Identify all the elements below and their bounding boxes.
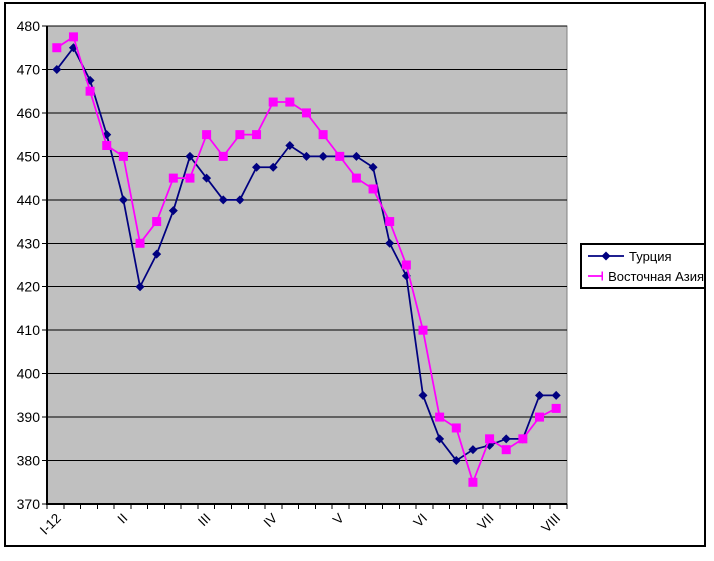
x-axis-ticks: [46, 504, 568, 509]
series-turkey: [52, 43, 561, 466]
series-marker-square: [318, 130, 328, 140]
series-marker-diamond: [601, 251, 611, 261]
y-axis-label-450: 450: [17, 148, 41, 164]
x-axis-label-I-12: I-12: [37, 511, 64, 538]
y-axis-label-370: 370: [17, 496, 41, 512]
legend-label-turkey: Турция: [629, 248, 672, 264]
legend-item-turkey: Турция: [588, 248, 704, 265]
series-swatch-diamond-icon: [588, 251, 624, 261]
y-axis-labels: 370 380 390 400 410 420 430 440 450 460 470 480: [17, 18, 41, 512]
series-marker-square: [468, 477, 478, 487]
series-marker-square: [102, 141, 112, 150]
series-marker-square: [68, 32, 78, 42]
series-marker-square: [285, 97, 295, 107]
series-marker-square: [52, 43, 62, 53]
series-marker-diamond: [318, 151, 328, 161]
y-axis-label-390: 390: [17, 409, 41, 425]
series-marker-diamond: [202, 173, 212, 183]
series-marker-square: [135, 238, 145, 248]
series-marker-square: [335, 151, 345, 161]
y-axis-label-410: 410: [17, 322, 41, 338]
x-axis-label-III: III: [195, 511, 214, 530]
series-marker-square: [85, 86, 95, 96]
series-marker-diamond: [52, 64, 62, 74]
series-marker-diamond: [301, 151, 311, 161]
series-marker-diamond: [418, 390, 428, 400]
y-axis-label-380: 380: [17, 453, 41, 469]
y-axis-label-440: 440: [17, 192, 41, 208]
x-axis-label-VII: VII: [474, 511, 496, 533]
series-marker-diamond: [235, 195, 245, 205]
x-axis-label-VI: VI: [410, 511, 430, 531]
series-marker-square: [152, 217, 162, 227]
series-marker-square: [385, 217, 395, 227]
series-marker-square: [202, 130, 212, 140]
series-marker-square: [268, 97, 278, 107]
series-marker-diamond: [535, 390, 545, 400]
series-marker-square: [368, 184, 378, 194]
series-marker-square: [551, 403, 561, 413]
y-axis-label-420: 420: [17, 279, 41, 295]
series-marker-diamond: [551, 390, 561, 400]
series-marker-diamond: [435, 434, 445, 444]
series-marker-square: [535, 412, 545, 422]
series-marker-square: [168, 173, 178, 183]
series-marker-square: [501, 445, 511, 455]
series-marker-diamond: [118, 195, 128, 205]
series-marker-diamond: [185, 151, 195, 161]
x-axis-label-V: V: [330, 511, 347, 528]
plot-area: [46, 25, 568, 505]
series-marker-square: [401, 260, 411, 270]
series-marker-square: [601, 271, 604, 281]
series-marker-square: [418, 325, 428, 335]
y-axis-label-430: 430: [17, 235, 41, 251]
series-marker-square: [451, 423, 461, 433]
x-axis-label-VIII: VIII: [538, 511, 563, 536]
series-marker-diamond: [268, 162, 278, 172]
series-marker-square: [435, 412, 445, 422]
series-marker-diamond: [368, 162, 378, 172]
series-marker-square: [351, 173, 361, 183]
y-axis-label-470: 470: [17, 61, 41, 77]
x-axis-labels: I-12 II III IV V VI VII VIII: [37, 511, 563, 538]
x-axis-label-IV: IV: [261, 511, 281, 531]
series-swatch-square-icon: [588, 271, 604, 281]
series-marker-diamond: [152, 249, 162, 259]
series-marker-square: [485, 434, 495, 444]
series-marker-square: [118, 151, 128, 161]
series-marker-diamond: [168, 206, 178, 216]
series-marker-diamond: [451, 456, 461, 466]
chart-legend: Турция Восточная Азия: [580, 243, 706, 289]
x-axis-label-II: II: [115, 511, 131, 527]
series-marker-square: [301, 108, 311, 118]
series-marker-diamond: [135, 282, 145, 292]
series-marker-square: [218, 151, 228, 161]
series-marker-diamond: [385, 238, 395, 248]
series-marker-diamond: [252, 162, 262, 172]
legend-label-east-asia: Восточная Азия: [608, 268, 704, 284]
series-east-asia: [52, 32, 561, 487]
series-marker-square: [235, 130, 245, 140]
y-axis-label-400: 400: [17, 366, 41, 382]
y-axis-label-460: 460: [17, 105, 41, 121]
series-marker-diamond: [468, 445, 478, 455]
axes: [46, 26, 567, 505]
series-marker-square: [185, 173, 195, 183]
series-marker-diamond: [285, 141, 295, 150]
series-marker-diamond: [218, 195, 228, 205]
legend-item-east-asia: Восточная Азия: [588, 268, 704, 285]
series-marker-square: [518, 434, 528, 444]
series-marker-diamond: [501, 434, 511, 444]
series-marker-diamond: [351, 151, 361, 161]
y-axis-label-480: 480: [17, 18, 41, 34]
series-marker-square: [252, 130, 262, 140]
